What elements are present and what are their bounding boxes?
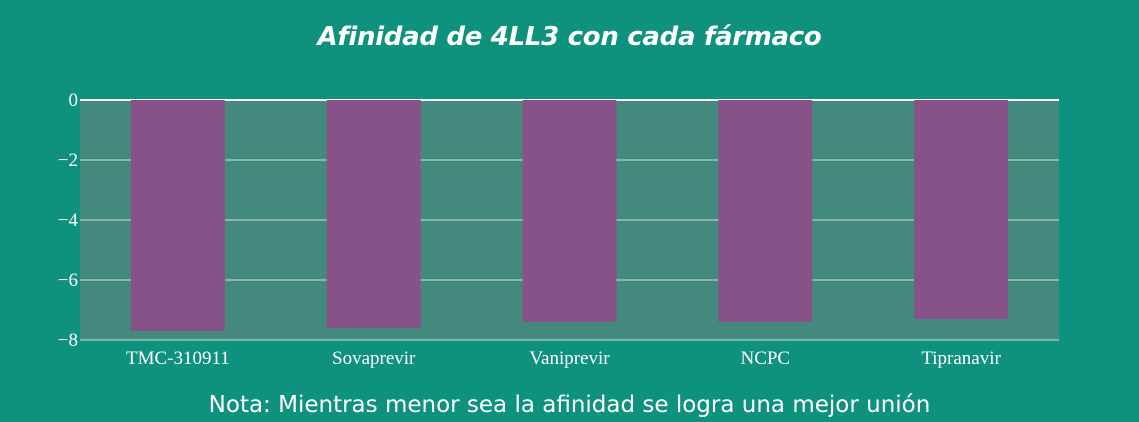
bar-vaniprevir xyxy=(522,100,617,322)
bar-tmc-310911 xyxy=(130,100,225,331)
y-tick-label: −2 xyxy=(58,150,78,171)
x-tick-label: Sovaprevir xyxy=(332,348,416,369)
chart-title: Afinidad de 4LL3 con cada fármaco xyxy=(317,22,822,52)
bar-ncpc xyxy=(718,100,813,322)
x-tick-label: Vaniprevir xyxy=(529,348,610,369)
y-tick-label: −4 xyxy=(58,210,79,231)
y-tick-label: −6 xyxy=(58,270,78,291)
bar-tipranavir xyxy=(914,100,1009,319)
y-tick-label: 0 xyxy=(69,90,79,111)
chart-note: Nota: Mientras menor sea la afinidad se … xyxy=(208,392,931,418)
y-tick-label: −8 xyxy=(58,330,78,351)
x-tick-label: Tipranavir xyxy=(921,348,1001,369)
x-tick-label: NCPC xyxy=(740,348,790,369)
x-tick-label: TMC-310911 xyxy=(126,348,230,369)
bar-chart: 0 −2 −4 −6 −8 TMC-310911 Sovaprevir Vaniprevir… xyxy=(58,90,1059,369)
bar-sovaprevir xyxy=(326,100,421,328)
